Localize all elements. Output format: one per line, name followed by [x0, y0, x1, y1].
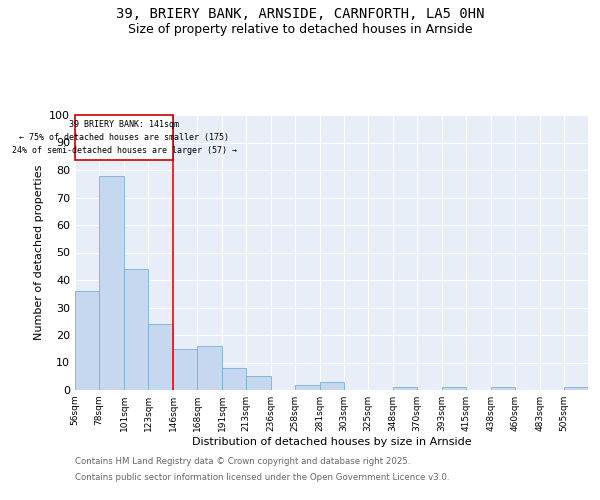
Bar: [124, 269, 148, 390]
Y-axis label: Number of detached properties: Number of detached properties: [34, 165, 44, 340]
Bar: [491, 387, 515, 390]
Text: Contains HM Land Registry data © Crown copyright and database right 2025.: Contains HM Land Registry data © Crown c…: [75, 458, 410, 466]
Text: 39 BRIERY BANK: 141sqm
← 75% of detached houses are smaller (175)
24% of semi-de: 39 BRIERY BANK: 141sqm ← 75% of detached…: [11, 120, 236, 156]
Bar: [75, 291, 99, 390]
Bar: [295, 384, 320, 390]
Bar: [246, 376, 271, 390]
Bar: [320, 382, 344, 390]
Bar: [564, 387, 588, 390]
Text: Contains public sector information licensed under the Open Government Licence v3: Contains public sector information licen…: [75, 472, 449, 482]
Bar: [99, 176, 124, 390]
Bar: [442, 387, 466, 390]
Bar: [222, 368, 246, 390]
Bar: [148, 324, 173, 390]
X-axis label: Distribution of detached houses by size in Arnside: Distribution of detached houses by size …: [191, 437, 472, 447]
Bar: [173, 349, 197, 390]
Text: Size of property relative to detached houses in Arnside: Size of property relative to detached ho…: [128, 22, 472, 36]
Bar: [197, 346, 222, 390]
FancyBboxPatch shape: [75, 115, 173, 160]
Text: 39, BRIERY BANK, ARNSIDE, CARNFORTH, LA5 0HN: 39, BRIERY BANK, ARNSIDE, CARNFORTH, LA5…: [116, 8, 484, 22]
Bar: [393, 387, 417, 390]
